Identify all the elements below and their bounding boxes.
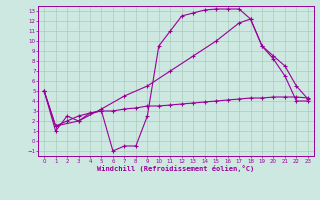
X-axis label: Windchill (Refroidissement éolien,°C): Windchill (Refroidissement éolien,°C) xyxy=(97,165,255,172)
